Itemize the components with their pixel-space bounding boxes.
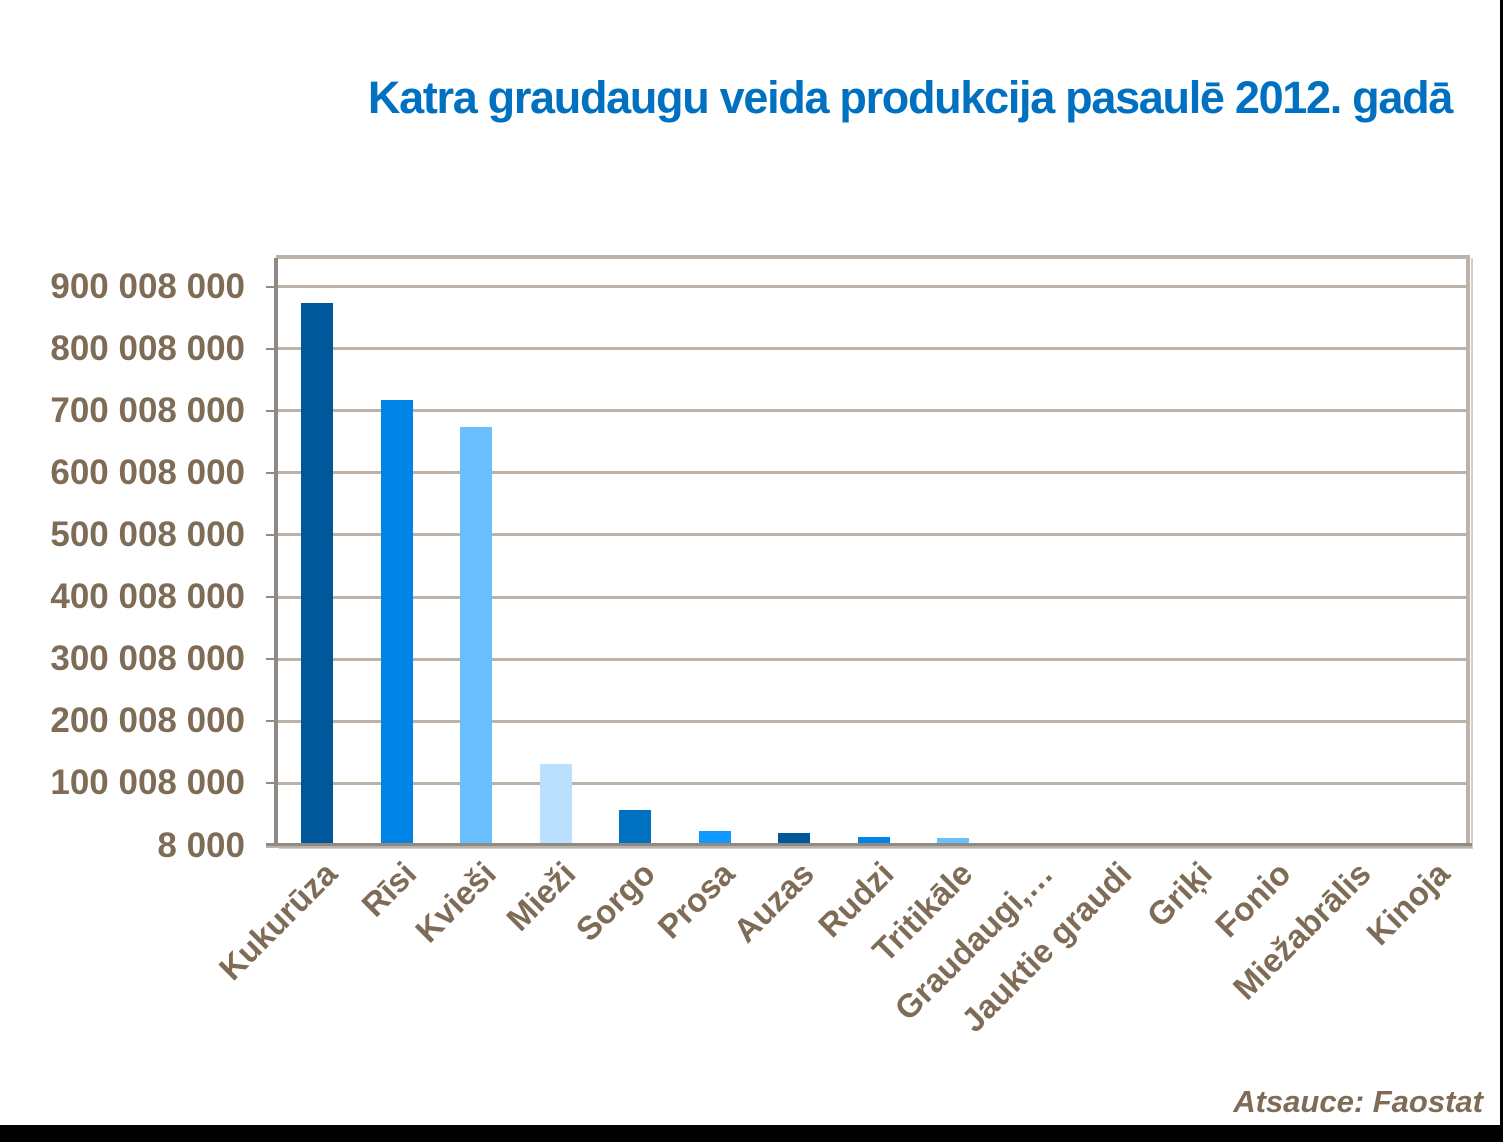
x-tick-label: Rīsi <box>353 854 423 924</box>
gridline <box>278 657 1469 661</box>
x-tick-label: Kinoja <box>1359 854 1457 953</box>
gridline <box>278 533 1469 537</box>
y-tick-mark <box>266 285 276 288</box>
bar-4 <box>619 810 651 846</box>
x-tick-label: Kukurūza <box>211 854 345 988</box>
gridline <box>278 719 1469 723</box>
gridline <box>278 409 1469 413</box>
y-tick-label: 900 008 000 <box>50 266 245 306</box>
x-tick-label: Kvieši <box>408 854 503 950</box>
y-tick-mark <box>266 347 276 350</box>
gridline <box>278 595 1469 599</box>
y-tick-label: 500 008 000 <box>50 514 245 554</box>
source-note: Atsauce: Faostat <box>1233 1084 1483 1119</box>
bar-6 <box>778 833 810 846</box>
x-tick-label: Mieži <box>498 854 582 938</box>
y-tick-label: 300 008 000 <box>50 639 245 679</box>
chart-title: Katra graudaugu veida produkcija pasaulē… <box>367 72 1453 123</box>
y-tick-mark <box>266 658 276 661</box>
y-tick-label: 100 008 000 <box>50 763 245 803</box>
y-tick-label: 800 008 000 <box>50 328 245 368</box>
y-tick-label: 400 008 000 <box>50 577 245 617</box>
bar-7 <box>857 836 890 846</box>
bottom-border <box>0 1125 1503 1142</box>
y-tick-mark <box>266 533 276 536</box>
y-tick-label: 600 008 000 <box>50 452 245 492</box>
y-tick-mark <box>266 720 276 723</box>
gridline <box>278 781 1469 785</box>
bar-0 <box>301 302 333 846</box>
gridline <box>278 285 1469 288</box>
x-tick-label: Griķi <box>1139 854 1219 934</box>
gridline <box>278 347 1469 351</box>
y-tick-mark <box>266 471 276 474</box>
bar-8 <box>937 837 969 846</box>
x-tick-label: Sorgo <box>568 854 663 949</box>
right-border <box>1500 0 1503 1142</box>
y-tick-label: 200 008 000 <box>50 701 245 741</box>
y-tick-mark <box>266 782 276 785</box>
gridline <box>278 471 1469 475</box>
plot-frame <box>276 255 1470 846</box>
bar-3 <box>539 764 572 846</box>
y-tick-mark <box>266 596 276 599</box>
bar-2 <box>460 426 492 846</box>
y-tick-label: 700 008 000 <box>50 390 245 430</box>
bar-1 <box>380 399 413 846</box>
x-tick-label: Auzas <box>726 854 821 950</box>
x-axis-line <box>266 843 1472 848</box>
x-tick-label: Prosa <box>649 854 741 946</box>
bar-5 <box>698 831 731 846</box>
y-tick-label: 8 000 <box>157 825 245 865</box>
y-axis-line <box>274 258 278 848</box>
plot-shadow <box>279 258 1473 849</box>
y-tick-mark <box>266 409 276 412</box>
